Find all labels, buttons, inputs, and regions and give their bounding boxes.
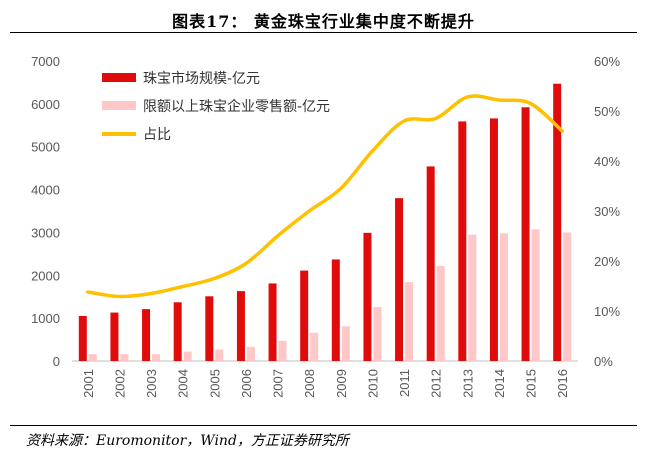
source-rule [10,425,637,426]
legend-label-retail: 限额以上珠宝企业零售额-亿元 [143,98,330,115]
x-tick-label: 2007 [271,369,286,398]
x-tick-label: 2010 [365,369,380,398]
bar-retail-sales [310,332,319,361]
bar-retail-sales [468,234,477,361]
bar-retail-sales [531,229,540,361]
bar-retail-sales [499,233,508,361]
y-right-tick-label: 10% [594,304,620,319]
x-tick-label: 2006 [239,369,254,398]
x-tick-label: 2015 [524,369,539,398]
source-note: 资料来源：Euromonitor，Wind，方正证券研究所 [26,433,349,449]
bar-market-size [205,296,214,361]
bar-market-size [300,270,309,361]
bar-retail-sales [373,307,382,361]
legend-label-ratio: 占比 [143,127,171,143]
bar-market-size [553,83,562,361]
bar-market-size [142,309,151,361]
bar-market-size [268,283,277,361]
title-rule [10,32,637,33]
y-right-tick-label: 40% [594,154,620,169]
x-tick-label: 2016 [555,369,570,398]
bar-market-size [331,259,340,361]
bar-market-size [110,312,119,361]
legend-swatch-retail [102,101,136,110]
y-right-tick-label: 60% [594,54,620,69]
axes: 0 1000 2000 3000 4000 5000 6000 7000 0% 10% 20% 30%… [31,54,620,398]
y-left-tick-label: 0 [53,354,60,369]
chart-title: 图表17： 黄金珠宝行业集中度不断提升 [172,12,475,31]
y-left-tick-label: 7000 [31,54,60,69]
y-right-tick-label: 0% [594,354,613,369]
x-tick-label: 2014 [492,369,507,398]
y-right-tick-label: 30% [594,204,620,219]
x-tick-label: 2012 [429,369,444,398]
bar-retail-sales [183,351,192,361]
x-tick-label: 2013 [460,369,475,398]
x-tick-label: 2008 [302,369,317,398]
y-left-tick-label: 6000 [31,97,60,112]
legend-swatch-market [102,73,136,82]
bar-market-size [363,232,372,361]
x-tick-label: 2002 [112,369,127,398]
bar-retail-sales [152,354,161,361]
x-tick-label: 2005 [207,369,222,398]
bar-market-size [395,198,404,361]
bar-retail-sales [215,349,224,361]
line-layer [86,94,564,299]
legend: 珠宝市场规模-亿元 限额以上珠宝企业零售额-亿元 占比 [102,70,330,143]
bar-retail-sales [88,354,97,361]
bar-retail-sales [563,232,572,361]
y-left-tick-label: 5000 [31,140,60,155]
bar-market-size [521,107,530,362]
bar-retail-sales [436,265,445,361]
bars-layer [78,83,572,362]
bar-retail-sales [246,346,255,361]
y-left-tick-label: 1000 [31,311,60,326]
x-tick-label: 2004 [176,369,191,398]
y-left-tick-label: 4000 [31,183,60,198]
y-left-tick-label: 2000 [31,268,60,283]
x-tick-label: 2003 [144,369,159,398]
bar-market-size [236,291,245,361]
bar-retail-sales [405,282,414,361]
x-tick-label: 2001 [81,369,96,398]
y-right-tick-label: 50% [594,104,620,119]
bar-market-size [78,316,87,361]
legend-label-market: 珠宝市场规模-亿元 [143,70,260,87]
ratio-line [86,94,564,299]
y-left-tick-label: 3000 [31,225,60,240]
y-right-tick-label: 20% [594,254,620,269]
bar-market-size [458,121,467,361]
bar-retail-sales [341,326,350,361]
bar-market-size [426,166,435,361]
bar-retail-sales [278,340,287,361]
bar-market-size [489,118,498,361]
bar-retail-sales [120,354,129,361]
x-tick-label: 2009 [334,369,349,398]
bar-market-size [173,302,182,361]
x-tick-label: 2011 [397,369,412,397]
